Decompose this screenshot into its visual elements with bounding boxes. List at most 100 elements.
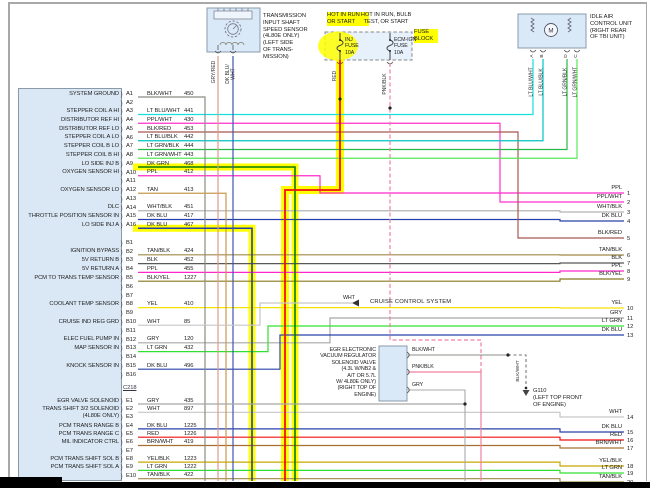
egr-pin-pnkblk-label: PNK/BLK	[412, 364, 434, 370]
pin-id-A1: A1	[126, 90, 133, 97]
pin-id-B8: B8	[126, 301, 133, 308]
pin-bracket-B9: )	[120, 310, 123, 318]
exit-number-17: 17	[627, 445, 634, 452]
wire-B12	[138, 317, 624, 344]
wire-circuit-A15: 417	[184, 213, 194, 220]
pin-bracket-A11: )	[120, 178, 123, 186]
wire-name-E4: DK BLU	[147, 422, 168, 429]
pin-id-A16: A16	[126, 222, 137, 229]
pin-id-B4: B4	[126, 266, 133, 273]
pin-id-A6: A6	[126, 134, 133, 141]
wire-name-E5: RED	[147, 430, 159, 437]
pin-id-E1: E1	[126, 397, 133, 404]
vertical-wire-label: D	[563, 54, 569, 58]
wire-circuit-A10: 412	[184, 169, 194, 176]
pin-bracket-A5: )	[120, 125, 123, 133]
exit-number-2: 2	[627, 199, 631, 206]
pin-id-A12: A12	[126, 187, 137, 194]
connector-c218-label: C218	[123, 385, 137, 391]
row-label-E6: MIL INDICATOR CTRL	[61, 439, 119, 446]
pin-bracket-B4: )	[120, 266, 123, 274]
egr-box	[378, 345, 408, 402]
wire-circuit-B8: 410	[184, 301, 194, 308]
pin-bracket-A6: )	[120, 134, 123, 142]
row-label-B4: 5V RETURN A	[82, 266, 119, 272]
pin-bracket-B14: )	[120, 354, 123, 362]
wire-circuit-E1: 435	[184, 397, 194, 404]
motor-letter: M	[548, 28, 553, 35]
wire-A9	[138, 166, 296, 481]
pin-bracket-A13: )	[120, 195, 123, 203]
pin-bracket-A10: )	[120, 169, 123, 177]
pin-id-E4: E4	[126, 422, 133, 429]
pin-id-E6: E6	[126, 439, 133, 446]
exit-label-3: WHT/BLK	[596, 204, 622, 211]
exit-number-1: 1	[627, 190, 631, 197]
wire-name-A1: BLK/WHT	[147, 90, 173, 97]
wire-circuit-E9: 1222	[184, 464, 197, 470]
frame-left	[8, 2, 10, 481]
wire-name-B5: BLK/YEL	[147, 274, 170, 281]
pin-id-B15: B15	[126, 363, 137, 369]
fuse-left-heading: HOT IN RUN OR START	[327, 12, 369, 26]
pin-bracket-E4: )	[120, 422, 123, 430]
wire-circuit-A4: 430	[184, 116, 194, 123]
exit-number-15: 15	[627, 429, 634, 436]
vertical-wire-label: C	[573, 54, 579, 58]
vertical-wire-label: DK BLU/WHT	[225, 64, 237, 84]
splice-dot	[463, 402, 467, 406]
wire-egr-gry	[408, 389, 466, 481]
wire-name-A15: DK BLU	[147, 213, 168, 220]
wire-name-E1: GRY	[147, 397, 160, 404]
wire-name-B12: GRY	[147, 336, 160, 343]
exit-label-19: LT GRN	[601, 465, 622, 472]
splice-dot	[389, 39, 391, 41]
pin-bracket-E2: )	[120, 406, 123, 414]
pin-id-A7: A7	[126, 143, 133, 150]
pin-id-A10: A10	[126, 169, 137, 176]
exit-number-6: 6	[627, 252, 631, 259]
wire-cruise-wht	[138, 302, 352, 326]
bottom-black-bar	[0, 481, 650, 488]
exit-label-6: TAN/BLK	[598, 247, 622, 254]
row-label-A15: THROTTLE POSITION SENSOR IN	[28, 213, 119, 220]
splice-dot	[389, 50, 391, 52]
pin-bracket-B6: )	[120, 283, 123, 291]
pin-bracket-B3: )	[120, 257, 123, 265]
pin-bracket	[573, 49, 581, 53]
wire-egr-pnkblk	[408, 371, 482, 481]
pin-bracket	[529, 49, 537, 53]
wire-A16	[138, 227, 253, 481]
wire-name-A9: DK GRN	[147, 160, 169, 167]
pin-id-A8: A8	[126, 152, 133, 159]
wire-name-E6: BRN/WHT	[147, 439, 174, 446]
pin-bracket	[229, 50, 237, 54]
row-label-E5: PCM TRANS RANGE C	[58, 430, 119, 437]
pin-bracket-A16: )	[120, 222, 123, 230]
wire-circuit-E5: 1226	[184, 430, 197, 437]
wire-circuit-E10: 422	[184, 472, 194, 479]
row-label-A7: STEPPER COIL B LO	[63, 143, 119, 150]
row-label-E4: PCM TRANS RANGE B	[58, 422, 119, 429]
pin-id-A5: A5	[126, 125, 133, 132]
wire-circuit-A6: 442	[184, 134, 194, 141]
row-label-E8: PCM TRANS SHIFT SOL B	[50, 455, 119, 462]
exit-label-10: YEL	[611, 300, 622, 307]
wire-circuit-B4: 455	[184, 266, 194, 272]
pin-id-B9: B9	[126, 310, 133, 317]
wire-name-E10: TAN/BLK	[147, 472, 171, 479]
row-label-A4: DISTRIBUTOR REF HI	[61, 116, 119, 123]
exit-label-16: RED	[610, 432, 622, 439]
exit-label-20: TAN/BLK	[598, 474, 622, 481]
pin-bracket	[563, 49, 571, 53]
coil-icon	[219, 42, 245, 46]
wire-circuit-A3: 441	[184, 108, 194, 115]
pin-id-B5: B5	[126, 275, 133, 281]
wire-A5	[138, 131, 624, 239]
wire-name-B3: BLK	[147, 257, 158, 264]
row-label-A1: SYSTEM GROUND	[69, 90, 119, 97]
pin-id-A11: A11	[126, 178, 136, 185]
fuse-right-heading: HOT IN RUN, BULB TEST, OR START	[360, 12, 412, 25]
wire-name-A6: LT BLU/BLK	[147, 134, 178, 141]
